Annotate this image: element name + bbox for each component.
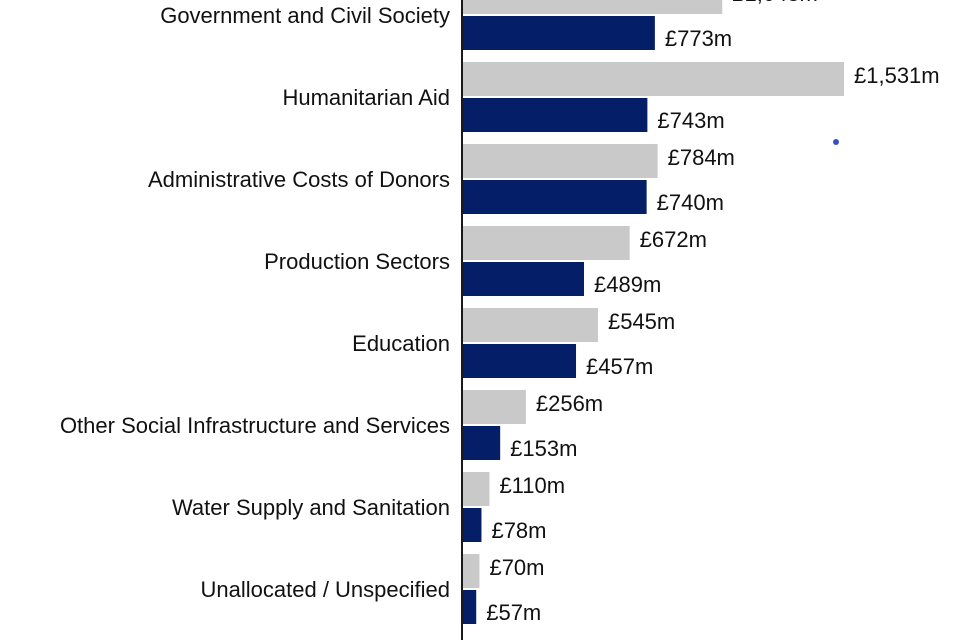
- category-label: Other Social Infrastructure and Services: [60, 413, 450, 438]
- data-label: £153m: [510, 436, 577, 461]
- bar: [462, 16, 655, 50]
- category-label: Administrative Costs of Donors: [148, 167, 450, 192]
- category-label: Unallocated / Unspecified: [201, 577, 450, 602]
- bar: [462, 390, 526, 424]
- data-label: £70m: [489, 555, 544, 580]
- data-label: £457m: [586, 354, 653, 379]
- bar: [462, 180, 647, 214]
- data-label: £78m: [491, 518, 546, 543]
- bar: [462, 426, 501, 460]
- category-label: Humanitarian Aid: [282, 85, 450, 110]
- category-label: Water Supply and Sanitation: [172, 495, 450, 520]
- marker-dot: [833, 139, 839, 145]
- data-label: £773m: [665, 26, 732, 51]
- bar: [462, 472, 490, 506]
- bar: [462, 226, 630, 260]
- data-label: £57m: [486, 600, 541, 625]
- data-label: £110m: [499, 473, 565, 498]
- data-label: £672m: [640, 227, 707, 252]
- bar: [462, 308, 598, 342]
- bar: [462, 0, 723, 14]
- category-label: Education: [352, 331, 450, 356]
- category-label: Government and Civil Society: [160, 3, 450, 28]
- data-label: £743m: [657, 108, 724, 133]
- data-label: £1,531m: [854, 63, 940, 88]
- bar: [462, 590, 477, 624]
- bar: [462, 144, 658, 178]
- data-label: £256m: [536, 391, 603, 416]
- data-label: £784m: [668, 145, 735, 170]
- bar: [462, 508, 482, 542]
- bar: [462, 554, 480, 588]
- bar: [462, 344, 577, 378]
- data-label: £489m: [594, 272, 661, 297]
- data-label: £545m: [608, 309, 675, 334]
- category-label: Production Sectors: [264, 249, 450, 274]
- bar: [462, 98, 648, 132]
- data-label: £740m: [657, 190, 724, 215]
- bar: [462, 262, 585, 296]
- data-label: £1,043m: [732, 0, 818, 6]
- bar: [462, 62, 844, 96]
